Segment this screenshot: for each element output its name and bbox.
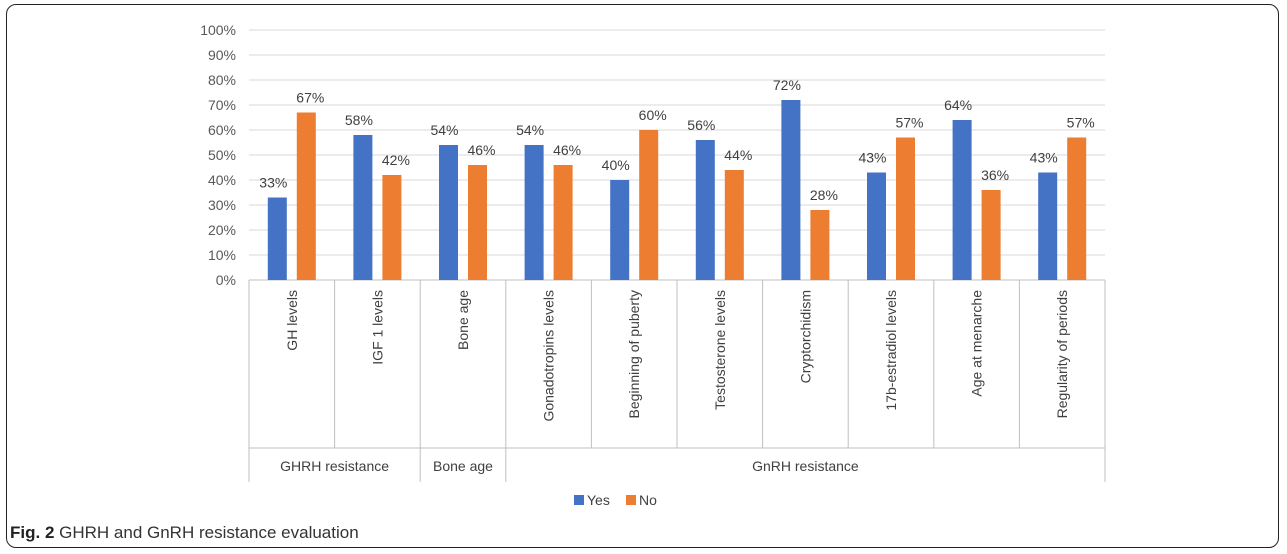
figure-caption: Fig. 2 GHRH and GnRH resistance evaluati…: [10, 523, 359, 543]
y-tick-label: 50%: [208, 147, 236, 163]
bar-yes: [781, 100, 801, 280]
category-label: 17b-estradiol levels: [883, 290, 899, 411]
data-label: 42%: [382, 152, 410, 168]
bar-no: [1067, 137, 1087, 280]
group-label: GHRH resistance: [280, 458, 389, 474]
bar-yes: [952, 120, 972, 280]
figure-frame: [6, 4, 1279, 548]
data-label: 60%: [639, 107, 667, 123]
y-tick-label: 70%: [208, 97, 236, 113]
y-tick-label: 80%: [208, 72, 236, 88]
data-label: 43%: [858, 150, 886, 166]
data-label: 72%: [773, 77, 801, 93]
bar-no: [553, 165, 573, 280]
data-label: 56%: [687, 117, 715, 133]
category-label: Cryptorchidism: [797, 290, 813, 383]
category-label: IGF 1 levels: [369, 290, 385, 365]
y-tick-label: 20%: [208, 222, 236, 238]
data-label: 43%: [1030, 150, 1058, 166]
legend-swatch-yes: [574, 495, 584, 505]
caption-label: Fig. 2: [10, 523, 55, 542]
y-tick-label: 10%: [208, 247, 236, 263]
bar-yes: [524, 145, 544, 280]
data-label: 54%: [516, 122, 544, 138]
bar-no: [896, 137, 915, 280]
category-label: GH levels: [284, 290, 300, 351]
data-label: 44%: [724, 147, 752, 163]
data-label: 33%: [259, 175, 287, 191]
bar-no: [639, 130, 659, 280]
data-label: 57%: [895, 115, 923, 131]
bar-yes: [353, 135, 373, 280]
data-label: 64%: [944, 97, 972, 113]
y-tick-label: 30%: [208, 197, 236, 213]
legend-label-no: No: [639, 492, 657, 508]
y-tick-label: 90%: [208, 47, 236, 63]
bar-no: [724, 170, 744, 280]
y-tick-label: 100%: [200, 22, 236, 38]
data-label: 36%: [981, 167, 1009, 183]
group-label: Bone age: [433, 458, 493, 474]
bar-yes: [267, 197, 287, 280]
legend-swatch-no: [626, 495, 636, 505]
data-label: 58%: [345, 112, 373, 128]
bar-no: [810, 210, 830, 280]
group-label: GnRH resistance: [752, 458, 859, 474]
bar-yes: [867, 172, 886, 280]
data-label: 54%: [430, 122, 458, 138]
legend-label-yes: Yes: [587, 492, 610, 508]
bar-yes: [439, 145, 458, 280]
y-tick-label: 60%: [208, 122, 236, 138]
data-label: 57%: [1067, 115, 1095, 131]
y-tick-label: 0%: [216, 272, 236, 288]
category-label: Testosterone levels: [712, 290, 728, 410]
y-tick-label: 40%: [208, 172, 236, 188]
bar-yes: [1038, 172, 1058, 280]
bar-yes: [695, 140, 715, 280]
category-label: Regularity of periods: [1054, 290, 1070, 418]
caption-text: GHRH and GnRH resistance evaluation: [59, 523, 359, 542]
bar-no: [296, 112, 316, 280]
category-label: Beginning of puberty: [626, 290, 642, 418]
data-label: 67%: [296, 90, 324, 106]
bar-no: [468, 165, 487, 280]
bar-no: [382, 175, 402, 280]
bar-no: [981, 190, 1001, 280]
category-label: Bone age: [455, 290, 471, 350]
data-label: 40%: [602, 157, 630, 173]
data-label: 46%: [467, 142, 495, 158]
data-label: 46%: [553, 142, 581, 158]
data-label: 28%: [810, 187, 838, 203]
bar-yes: [610, 180, 630, 280]
category-label: Age at menarche: [969, 290, 985, 397]
category-label: Gonadotropins levels: [541, 290, 557, 422]
